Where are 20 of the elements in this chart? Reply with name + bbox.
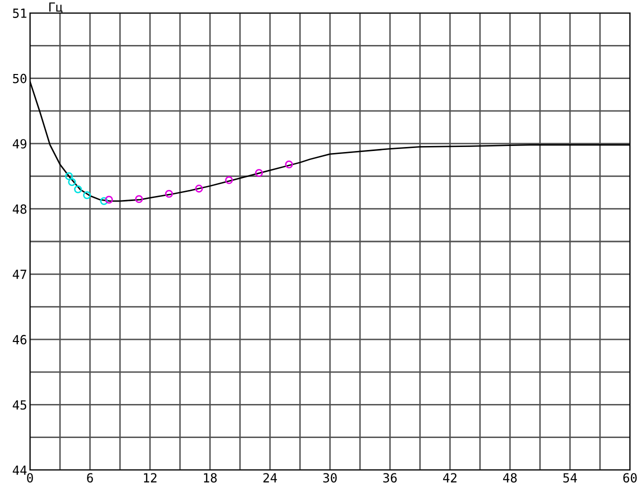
y-tick-label: 50 — [13, 74, 26, 84]
x-tick-label: 42 — [443, 473, 456, 482]
y-tick-label: 44 — [12, 466, 27, 475]
y-tick-label: 47 — [12, 270, 26, 279]
x-tick-label: 12 — [144, 473, 156, 482]
y-tick-label: 48 — [12, 204, 26, 214]
y-tick-label: 45 — [12, 400, 26, 410]
x-tick-label: 54 — [563, 473, 577, 483]
x-tick-label: 48 — [503, 473, 517, 483]
x-tick-label: 36 — [383, 473, 397, 483]
x-tick-label: 24 — [263, 473, 277, 482]
x-tick-label: 0 — [27, 473, 33, 483]
y-tick-label: 49 — [12, 139, 26, 149]
x-tick-label: 60 — [623, 473, 637, 483]
x-tick-label: 30 — [323, 473, 337, 483]
y-axis-title: Гц — [49, 2, 62, 14]
x-tick-label: 18 — [204, 473, 217, 483]
y-tick-label: 46 — [12, 334, 26, 344]
x-tick-label: 6 — [87, 473, 93, 483]
y-tick-label: 51 — [13, 8, 26, 18]
